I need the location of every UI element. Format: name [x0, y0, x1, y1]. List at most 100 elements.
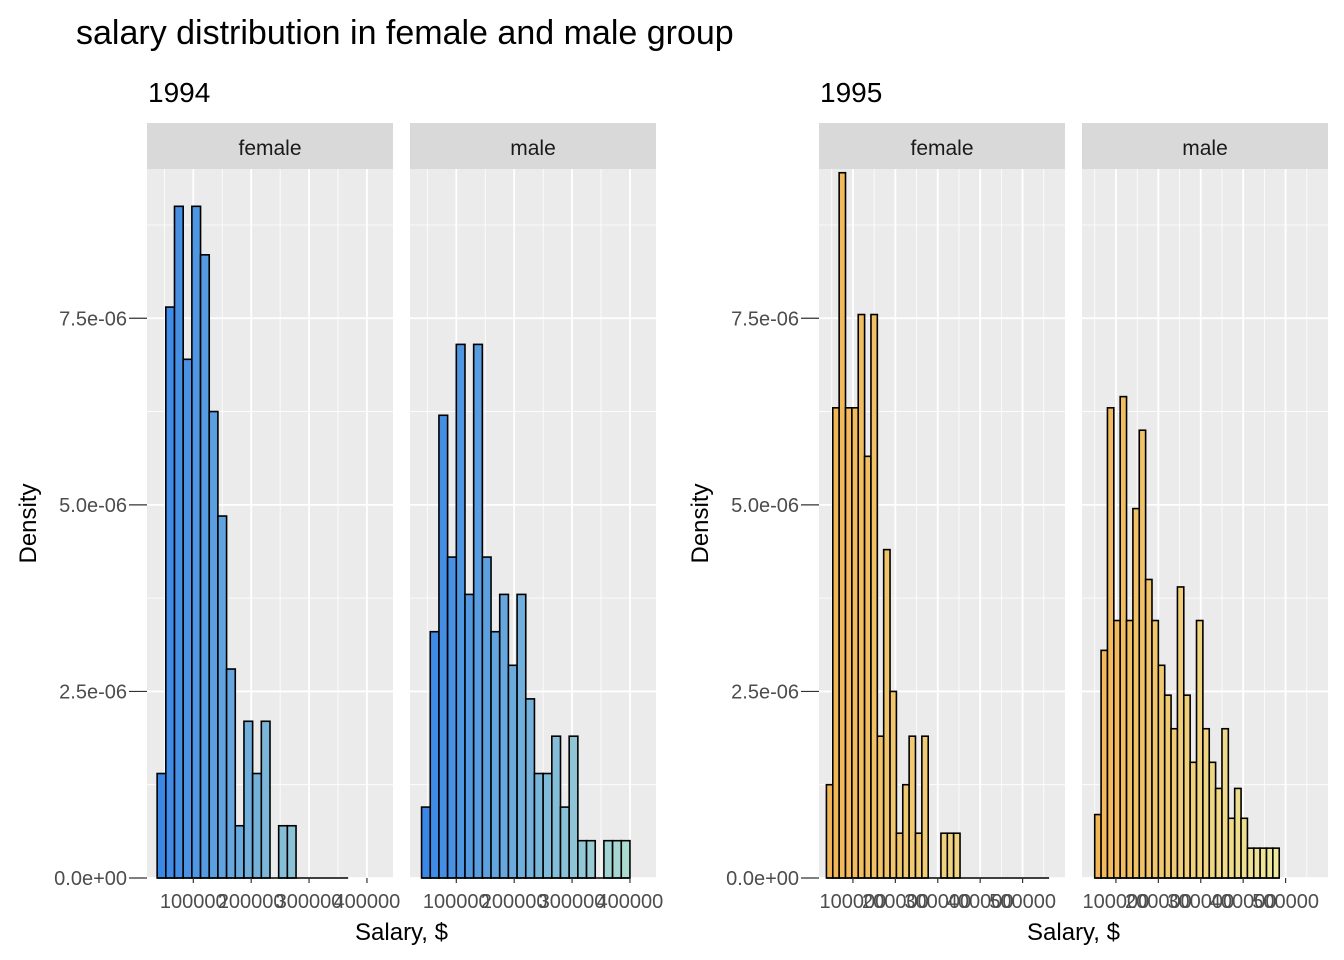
facet-strip-label: female: [238, 137, 301, 160]
histogram-bar: [1170, 727, 1179, 879]
histogram-bar: [585, 839, 597, 879]
x-tick-label: 200000: [862, 891, 929, 913]
histogram-bar: [1214, 787, 1223, 879]
histogram-bar: [286, 824, 297, 879]
x-tick-label: 400000: [1210, 891, 1277, 913]
facet-strip-label: female: [910, 137, 973, 160]
histogram-bar: [1252, 847, 1261, 879]
histogram-bar: [243, 720, 254, 879]
histogram-bar: [208, 410, 219, 879]
histogram-bar: [901, 783, 910, 879]
facet-strip: [1082, 123, 1328, 169]
histogram-bar: [838, 171, 847, 879]
histogram-bar: [620, 839, 631, 879]
histogram-bar: [225, 668, 237, 879]
histogram-bar: [1208, 761, 1217, 879]
histogram-bar: [611, 839, 623, 879]
x-tick-label: 400000: [947, 891, 1014, 913]
histogram-bar: [533, 772, 544, 879]
histogram-bar: [1138, 429, 1147, 879]
chart-subtitle: 1994: [148, 77, 210, 108]
histogram-bar: [277, 824, 289, 879]
histogram-bar: [851, 407, 860, 879]
y-tick-label: 0.0e+00: [54, 868, 127, 890]
histogram-bar: [551, 735, 562, 879]
histogram-bar: [559, 806, 570, 879]
histogram-bar: [1100, 649, 1109, 879]
histogram-bar: [946, 832, 955, 879]
x-axis-title: Salary, $: [1027, 919, 1120, 946]
histogram-bar: [1227, 817, 1236, 879]
histogram-bar: [870, 313, 879, 879]
histogram-bar: [542, 772, 553, 879]
histogram-bar: [165, 306, 176, 879]
histogram-bar: [420, 806, 432, 879]
histogram-bar: [464, 593, 475, 879]
histogram-bar: [1132, 507, 1141, 879]
histogram-bar: [524, 698, 536, 879]
y-tick-label: 2.5e-06: [731, 681, 799, 703]
facet-strip: [819, 123, 1065, 169]
chart-group-1994: 1994 0.0e+00 2.5e-06 5.0e-06 7.5e-06 Density f…: [15, 77, 663, 946]
facet-strip: [410, 123, 656, 169]
histogram-bar: [1240, 817, 1249, 879]
x-tick-label: 300000: [904, 891, 971, 913]
histogram-bar: [825, 783, 834, 879]
y-axis-title: Density: [687, 483, 714, 563]
histogram-bar: [1265, 847, 1274, 879]
facet-strip-label: male: [510, 137, 556, 160]
histogram-bar: [173, 205, 184, 879]
histogram-bar: [914, 832, 923, 879]
x-tick-label: 500000: [989, 891, 1056, 913]
histogram-bar: [1151, 619, 1160, 879]
x-tick-label: 200000: [1125, 891, 1192, 913]
histogram-bar: [490, 630, 501, 879]
x-tick-label: 100000: [1083, 891, 1150, 913]
x-tick-label: 500000: [1252, 891, 1319, 913]
histogram-bar: [568, 735, 579, 879]
histogram-bar: [1113, 619, 1121, 879]
y-axis-title: Density: [15, 483, 42, 563]
plot-area: 1994 0.0e+00 2.5e-06 5.0e-06 7.5e-06 Density f…: [15, 77, 1328, 946]
histogram-bar: [156, 772, 167, 879]
histogram-bar: [446, 556, 458, 879]
histogram-bar: [516, 593, 527, 879]
histogram-bar: [863, 455, 872, 879]
histogram-bar: [1144, 578, 1153, 879]
histogram-bar: [498, 593, 510, 879]
histogram-bar: [921, 735, 930, 879]
histogram-bar: [577, 839, 588, 879]
histogram-bar: [952, 832, 961, 879]
y-tick-label: 0.0e+00: [726, 868, 799, 890]
x-tick-label: 300000: [1167, 891, 1234, 913]
histogram-bar: [429, 630, 440, 879]
histogram-bar: [831, 407, 840, 879]
histogram-bar: [472, 343, 484, 879]
x-tick-label: 400000: [597, 891, 664, 913]
histogram-bar: [260, 720, 271, 879]
histogram-bar: [191, 205, 202, 879]
histogram-bar: [1125, 619, 1134, 879]
chart-title: salary distribution in female and male g…: [76, 14, 734, 52]
facet-strip: [147, 123, 393, 169]
x-tick-label: 200000: [218, 891, 285, 913]
histogram-bar: [1259, 847, 1268, 879]
histogram-bar: [603, 839, 614, 879]
histogram-bar: [1157, 664, 1166, 879]
histogram-bar: [182, 358, 193, 879]
histogram-bar: [481, 556, 492, 879]
histogram-bar: [1163, 694, 1172, 879]
histogram-bar: [438, 414, 449, 879]
x-tick-label: 100000: [160, 891, 227, 913]
y-tick-label: 5.0e-06: [59, 495, 127, 517]
histogram-bar: [857, 313, 866, 879]
chart-subtitle: 1995: [820, 77, 882, 108]
x-tick-label: 300000: [539, 891, 606, 913]
chart-group-1995: 1995 0.0e+00 2.5e-06 5.0e-06 7.5e-06 Density f…: [687, 77, 1328, 946]
y-tick-label: 5.0e-06: [731, 495, 799, 517]
y-tick-label: 7.5e-06: [59, 308, 127, 330]
